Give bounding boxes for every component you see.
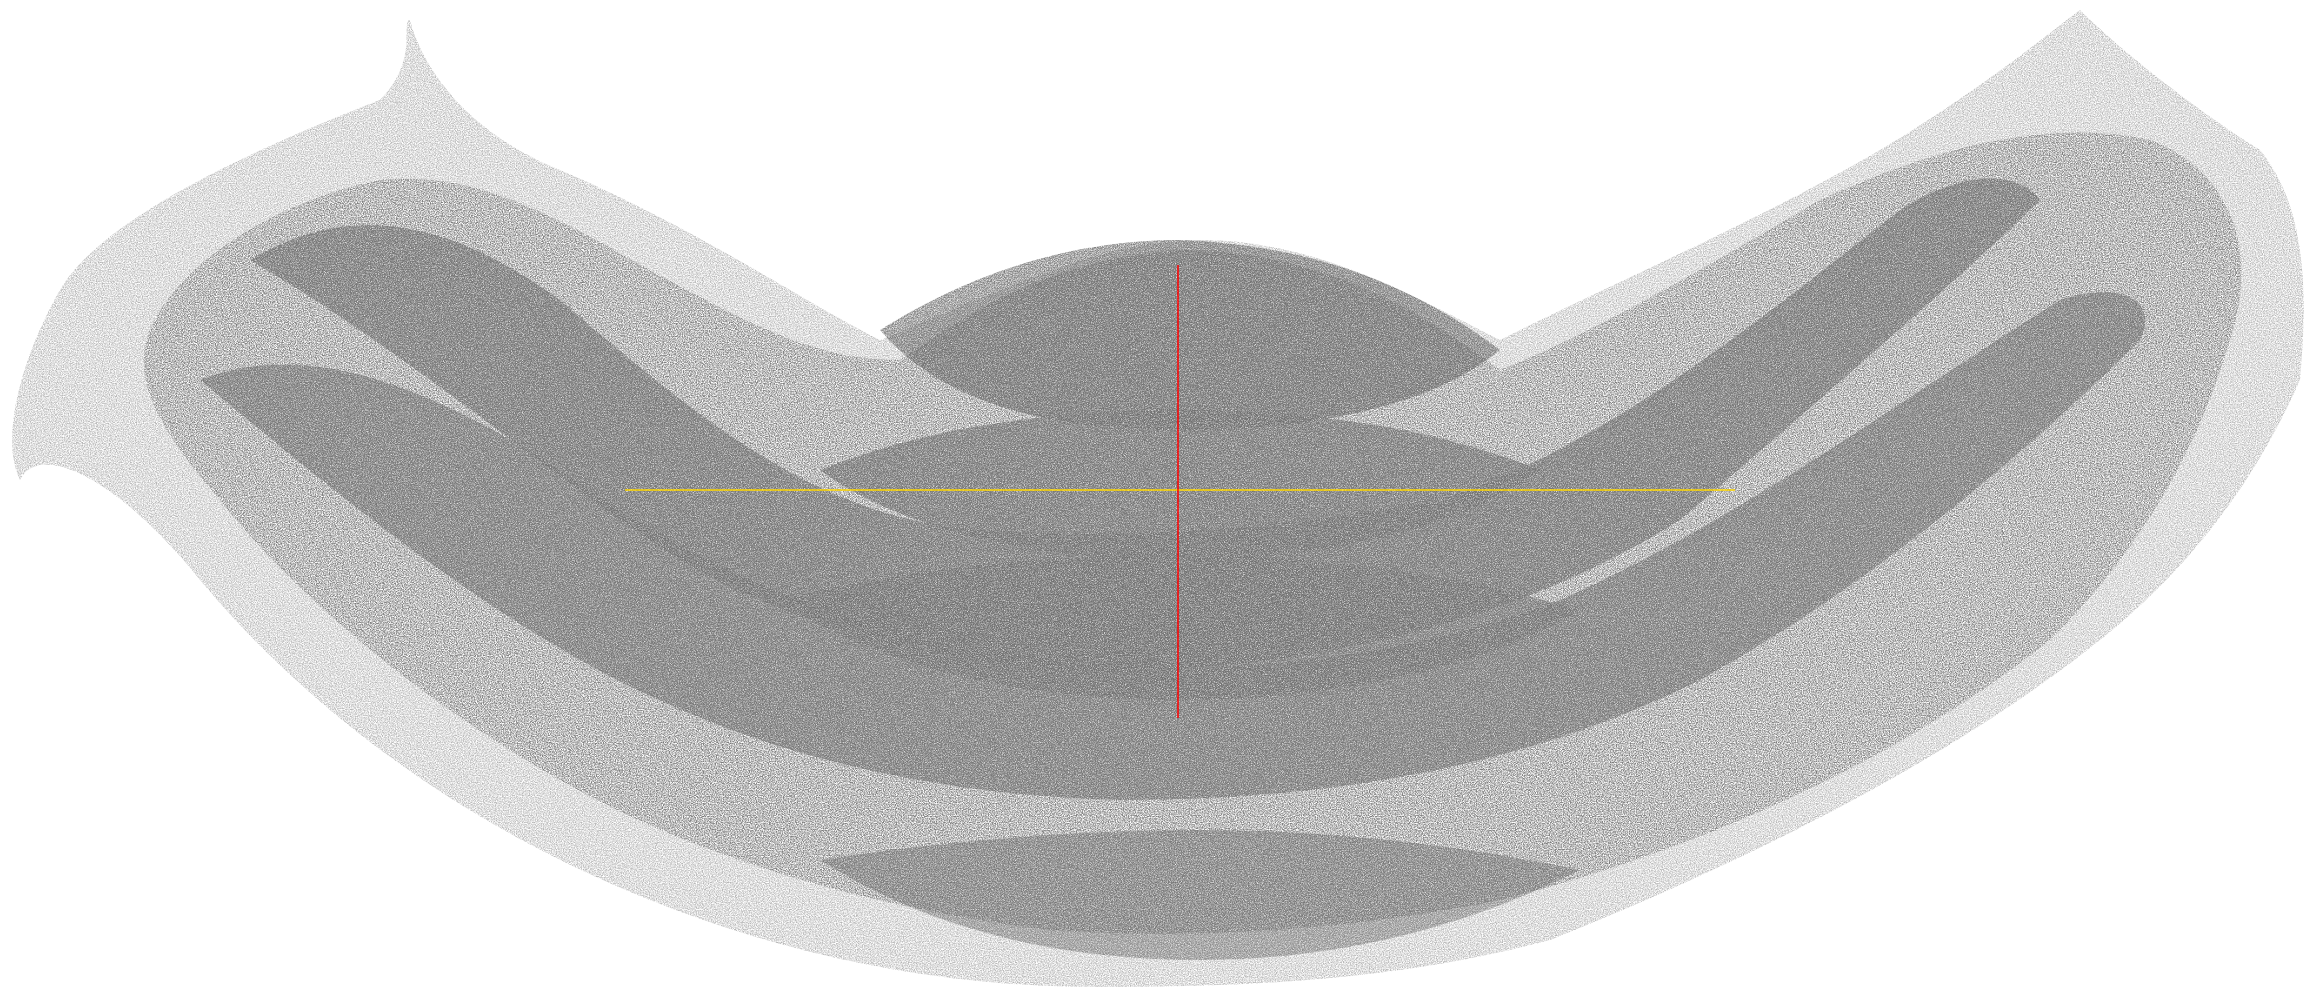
band-3 (880, 240, 1500, 430)
band-1 (250, 178, 2040, 671)
band-6 (820, 830, 1580, 960)
band-2 (200, 292, 2146, 800)
point-cloud-bands (200, 178, 2146, 960)
band-4 (820, 410, 1540, 560)
band-5 (780, 555, 1580, 700)
